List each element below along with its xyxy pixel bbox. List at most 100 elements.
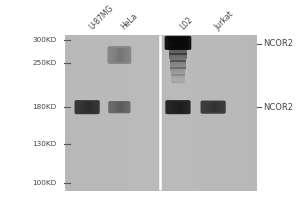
Bar [115,102,117,112]
Bar [167,35,170,190]
FancyBboxPatch shape [108,101,130,113]
Bar [129,35,132,190]
Bar [205,35,208,190]
Bar [170,37,172,49]
Bar [111,102,113,112]
Bar [208,35,211,190]
Bar [218,35,221,190]
Bar [168,42,188,43]
FancyBboxPatch shape [165,36,191,50]
Bar [168,44,188,45]
Bar [221,102,223,112]
Text: 130KD: 130KD [32,141,56,147]
Bar [170,65,186,66]
Bar [186,35,189,190]
Bar [172,81,184,83]
Bar [214,35,218,190]
Bar [124,48,127,62]
Bar [253,35,256,190]
Bar [169,58,187,59]
Bar [170,67,186,69]
Bar [132,35,135,190]
Bar [113,35,116,190]
Bar [145,35,148,190]
Bar [168,38,188,40]
Bar [183,35,186,190]
Bar [94,35,97,190]
Text: U-87MG: U-87MG [87,4,115,32]
Bar [65,35,256,190]
Bar [75,35,78,190]
Bar [87,35,91,190]
Bar [170,102,173,113]
Bar [208,102,211,112]
Bar [91,35,94,190]
Bar [103,35,106,190]
Text: NCOR2: NCOR2 [263,39,293,48]
Bar [171,71,185,72]
Bar [221,35,224,190]
Text: 300KD: 300KD [32,37,56,43]
Bar [213,102,216,112]
Bar [202,35,205,190]
Bar [240,35,243,190]
Bar [122,48,124,62]
Bar [77,102,80,113]
Bar [95,102,98,113]
Text: NCOR2: NCOR2 [263,103,293,112]
Bar [110,35,113,190]
Bar [170,35,173,190]
Bar [170,70,185,71]
Text: 180KD: 180KD [32,104,56,110]
Bar [171,73,185,75]
Bar [230,35,233,190]
Bar [169,54,187,56]
Bar [178,102,181,113]
Bar [243,35,246,190]
Bar [169,47,188,49]
Bar [170,61,186,63]
Bar [246,35,249,190]
Bar [171,74,185,76]
Bar [126,102,128,112]
Bar [85,102,87,113]
Bar [186,102,188,113]
Bar [170,66,186,68]
Bar [157,35,161,190]
Bar [218,102,221,112]
FancyBboxPatch shape [107,46,131,64]
Bar [211,102,213,112]
Bar [170,68,186,70]
Bar [179,35,183,190]
Bar [173,35,176,190]
Bar [168,40,188,42]
Bar [106,35,110,190]
Bar [82,102,85,113]
Bar [168,46,188,48]
Bar [249,35,253,190]
Bar [65,35,68,190]
Bar [168,45,188,47]
Bar [169,60,186,62]
Bar [216,102,218,112]
Bar [181,102,183,113]
Bar [169,57,187,58]
Bar [78,35,81,190]
Bar [171,78,185,79]
Bar [151,35,154,190]
Bar [170,63,186,64]
Bar [192,35,195,190]
Bar [183,102,186,113]
Bar [169,49,188,50]
Bar [148,35,151,190]
Bar [71,35,75,190]
Text: 250KD: 250KD [32,60,56,66]
Bar [203,102,206,112]
Bar [80,102,82,113]
Bar [206,102,208,112]
Bar [141,35,145,190]
Bar [127,48,129,62]
Bar [169,56,187,57]
Bar [90,102,92,113]
Bar [125,35,129,190]
